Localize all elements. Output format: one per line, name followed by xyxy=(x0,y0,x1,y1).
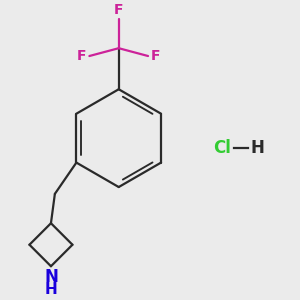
Text: F: F xyxy=(151,49,160,63)
Text: F: F xyxy=(114,3,124,17)
Text: N: N xyxy=(44,268,58,286)
Text: H: H xyxy=(251,139,265,157)
Text: H: H xyxy=(45,282,57,297)
Text: F: F xyxy=(77,49,86,63)
Text: Cl: Cl xyxy=(214,139,231,157)
